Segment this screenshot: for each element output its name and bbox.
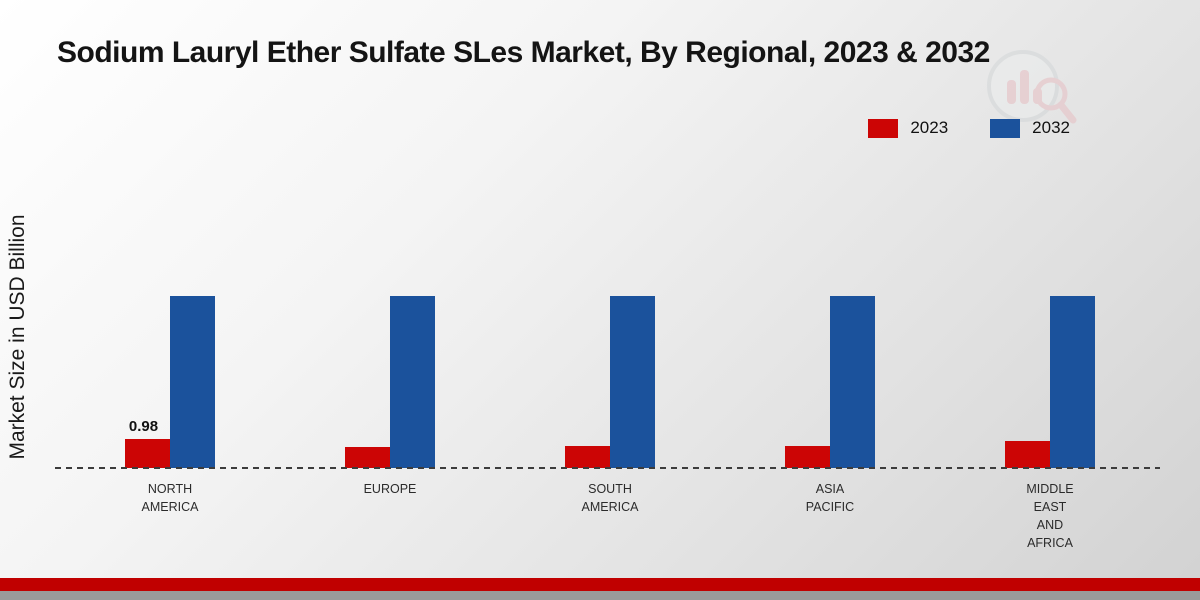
footer-gray-bar	[0, 591, 1200, 600]
bar-group-4	[940, 296, 1160, 468]
footer-red-bar	[0, 578, 1200, 591]
bar-2023-3	[785, 446, 830, 468]
legend-item-2032: 2032	[990, 118, 1070, 138]
bar-2023-1	[345, 447, 390, 468]
bar-value-label: 0.98	[128, 418, 159, 435]
category-label-1: EUROPE	[363, 482, 417, 496]
y-axis-label: Market Size in USD Billion	[6, 214, 29, 460]
bar-group-3	[720, 296, 940, 468]
bar-2032-2	[610, 296, 655, 468]
legend-label-2032: 2032	[1032, 118, 1070, 137]
legend: 2023 2032	[868, 118, 1070, 138]
watermark-logo	[987, 50, 1077, 124]
bar-2032-4	[1050, 296, 1095, 468]
bar-2023-0: 0.98	[125, 418, 170, 468]
bar-group-0: 0.98	[60, 296, 280, 468]
bar-2023-4	[1005, 441, 1050, 468]
bar-2032-0	[170, 296, 215, 468]
category-label-2: SOUTH AMERICA	[581, 482, 639, 515]
legend-item-2023: 2023	[868, 118, 948, 138]
bar-2032-1	[390, 296, 435, 468]
bar-2032-3	[830, 296, 875, 468]
chart-title: Sodium Lauryl Ether Sulfate SLes Market,…	[57, 36, 990, 69]
legend-swatch-2032	[990, 118, 1021, 138]
bar-group-2	[500, 296, 720, 468]
plot-area: 0.98	[60, 168, 1160, 468]
legend-label-2023: 2023	[910, 118, 949, 137]
bar-2023-2	[565, 446, 610, 468]
legend-swatch-2023	[868, 118, 899, 138]
category-label-0: NORTH AMERICA	[141, 482, 199, 515]
x-axis-baseline	[55, 467, 1160, 469]
category-label-4: MIDDLE EAST AND AFRICA	[1026, 482, 1074, 551]
x-axis-labels: NORTH AMERICA EUROPE SOUTH AMERICA ASIA PAC…	[60, 480, 1160, 553]
category-label-3: ASIA PACIFIC	[805, 482, 855, 515]
bar-group-1	[280, 296, 500, 468]
